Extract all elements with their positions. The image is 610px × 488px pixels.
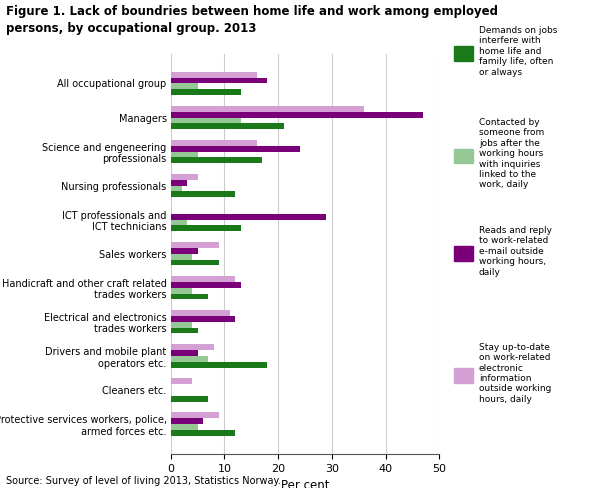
Bar [171, 118, 240, 123]
Bar [171, 282, 240, 288]
Text: Reads and reply
to work-related
e-mail outside
working hours,
daily: Reads and reply to work-related e-mail o… [479, 226, 552, 277]
Bar [171, 288, 192, 294]
Bar [171, 220, 187, 225]
Bar [171, 248, 198, 254]
Bar [171, 152, 198, 157]
Bar [171, 112, 423, 118]
Bar [171, 345, 213, 350]
Bar [171, 214, 326, 220]
Bar [171, 412, 219, 418]
Bar [171, 242, 219, 248]
Bar [171, 146, 300, 152]
Bar [171, 276, 235, 282]
Bar [171, 78, 267, 83]
Bar [171, 356, 209, 362]
Text: Contacted by
someone from
jobs after the
working hours
with inquiries
linked to : Contacted by someone from jobs after the… [479, 118, 544, 189]
Bar [171, 72, 257, 78]
Bar [171, 418, 203, 424]
Bar [171, 322, 192, 327]
Bar [171, 294, 209, 300]
Bar [171, 327, 198, 333]
Bar [171, 83, 198, 89]
Bar [171, 362, 267, 367]
Bar [171, 424, 198, 430]
Bar [171, 430, 235, 436]
Bar [171, 316, 235, 322]
Bar [171, 89, 240, 95]
Bar [171, 191, 235, 197]
Text: Figure 1. Lack of boundries between home life and work among employed: Figure 1. Lack of boundries between home… [6, 5, 498, 18]
Bar [171, 310, 230, 316]
Text: Demands on jobs
interfere with
home life and
family life, often
or always: Demands on jobs interfere with home life… [479, 26, 557, 77]
Bar [171, 185, 182, 191]
Bar [171, 396, 209, 402]
Bar [171, 174, 198, 180]
Bar [171, 225, 240, 231]
Bar [171, 106, 364, 112]
Text: Stay up-to-date
on work-related
electronic
information
outside working
hours, da: Stay up-to-date on work-related electron… [479, 343, 551, 404]
Bar [171, 157, 262, 163]
Bar [171, 378, 192, 384]
Bar [171, 254, 192, 260]
Bar [171, 260, 219, 265]
Bar [171, 123, 284, 129]
Bar [171, 180, 187, 185]
Bar [171, 140, 257, 146]
Text: persons, by occupational group. 2013: persons, by occupational group. 2013 [6, 22, 256, 35]
Text: Source: Survey of level of living 2013, Statistics Norway.: Source: Survey of level of living 2013, … [6, 476, 281, 486]
Bar [171, 350, 198, 356]
X-axis label: Per cent: Per cent [281, 479, 329, 488]
